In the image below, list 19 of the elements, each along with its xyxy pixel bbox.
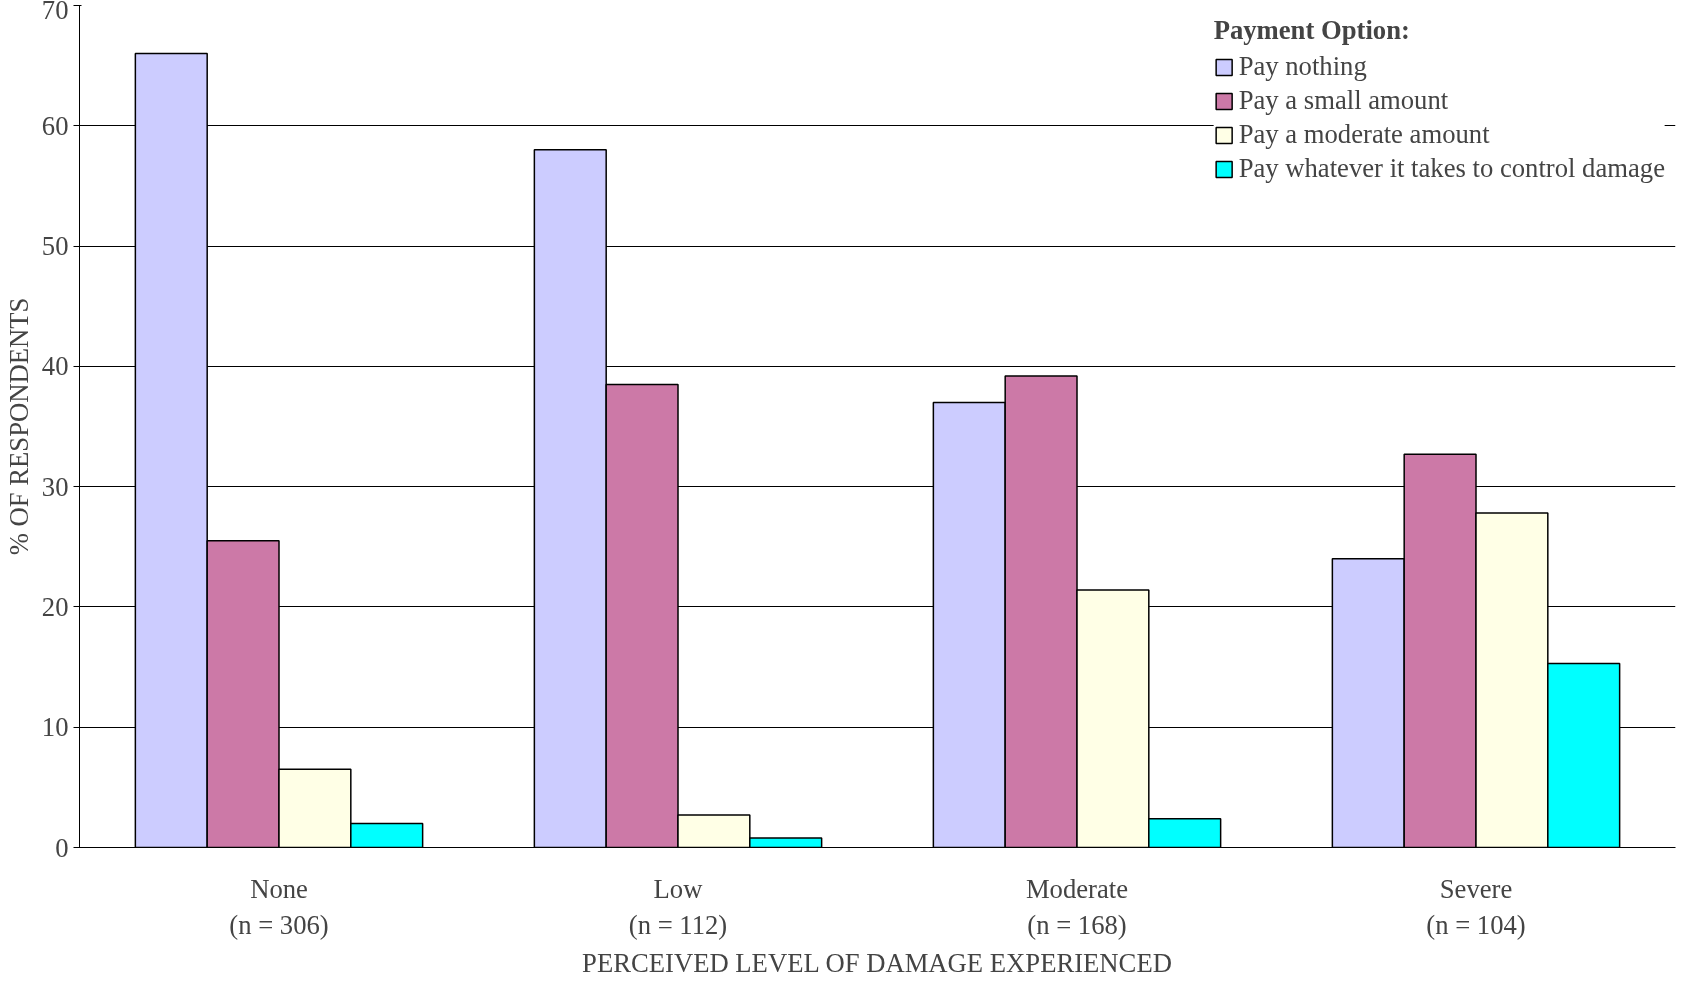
y-tick-label: 50 (41, 231, 69, 262)
y-axis-title: % OF RESPONDENTS (3, 297, 34, 556)
y-tick-label: 30 (41, 471, 69, 502)
legend-title: Payment Option: (1213, 15, 1411, 46)
x-tick-label: None (n = 306) (229, 873, 329, 940)
x-tick-label: Low (n = 112) (628, 873, 728, 940)
legend-label: Pay whatever it takes to control damage (1238, 153, 1665, 184)
y-tick-label: 60 (41, 110, 69, 141)
y-tick-label: 20 (41, 591, 69, 622)
x-tick-label: Moderate (n = 168) (1025, 873, 1129, 940)
y-tick-label: 0 (55, 832, 69, 863)
y-tick-label: 10 (41, 712, 69, 743)
legend-label: Pay a moderate amount (1238, 119, 1490, 150)
legend-label: Pay a small amount (1238, 85, 1449, 116)
y-tick-label: 70 (41, 0, 69, 25)
y-tick-label: 40 (41, 351, 69, 382)
x-axis-title: PERCEIVED LEVEL OF DAMAGE EXPERIENCED (582, 947, 1172, 978)
x-tick-label: Severe (n = 104) (1426, 873, 1526, 940)
legend-label: Pay nothing (1238, 51, 1367, 82)
